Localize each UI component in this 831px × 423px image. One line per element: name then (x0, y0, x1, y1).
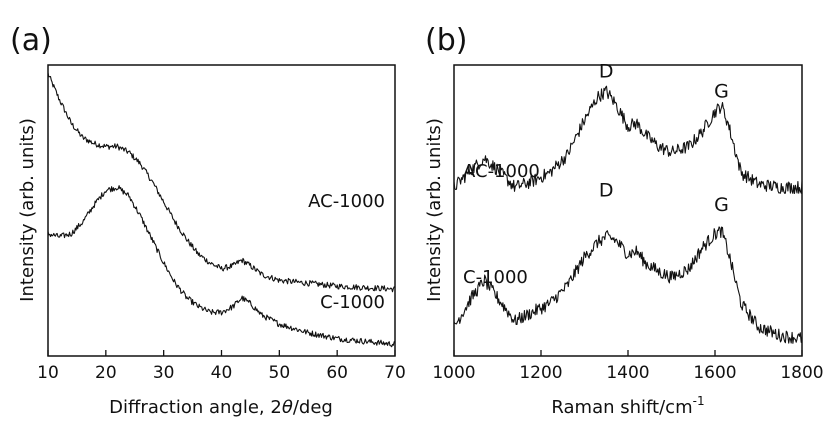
series-line-ac-1000 (47, 72, 396, 293)
x-tick-label: 60 (326, 363, 348, 383)
x-tick-label: 1600 (693, 363, 736, 383)
series-line-ac-1000 (453, 85, 803, 194)
peak-label-d: D (599, 180, 614, 202)
series-label-ac-1000: AC-1000 (308, 191, 385, 212)
peak-label-g: G (714, 194, 729, 216)
x-tick-label: 70 (384, 363, 406, 383)
x-tick-label: 1800 (780, 363, 823, 383)
panel-a-x-axis-title-main: Diffraction angle, 2 (109, 397, 282, 418)
x-tick-label: 30 (153, 363, 175, 383)
panel-b: (b) 1000 1200 1400 1600 1800 AC-1000 C-1000 D… (424, 23, 824, 418)
series-line-c-1000 (47, 185, 396, 348)
x-tick-label: 50 (269, 363, 291, 383)
panel-b-series (453, 85, 803, 344)
series-line-c-1000 (453, 226, 803, 344)
panel-a-x-axis-title-theta: θ (282, 397, 293, 418)
panel-a-series (47, 72, 396, 348)
panel-a-series-labels: AC-1000 C-1000 (308, 191, 385, 313)
x-tick-label: 1400 (606, 363, 649, 383)
x-tick-label: 1200 (519, 363, 562, 383)
panel-a-x-axis-title: Diffraction angle, 2θ/deg (109, 397, 333, 418)
x-tick-label: 10 (37, 363, 59, 383)
panel-a-x-axis-title-unit: /deg (293, 397, 333, 418)
panel-b-x-ticks: 1000 1200 1400 1600 1800 (432, 350, 824, 383)
panel-b-series-labels: AC-1000 C-1000 (463, 161, 540, 288)
x-tick-label: 20 (95, 363, 117, 383)
panel-b-x-axis-title: Raman shift/cm-1 (551, 394, 704, 418)
series-label-ac-1000: AC-1000 (463, 161, 540, 182)
panel-b-label: (b) (425, 23, 467, 58)
series-label-c-1000: C-1000 (320, 292, 385, 313)
panel-a-label: (a) (10, 23, 52, 58)
series-label-c-1000: C-1000 (463, 267, 528, 288)
x-tick-label: 1000 (432, 363, 475, 383)
panel-b-x-axis-title-sup: -1 (693, 394, 705, 408)
panel-a-x-ticks: 10 20 30 40 50 60 70 (37, 350, 406, 383)
panel-b-x-axis-title-main: Raman shift/cm (551, 397, 692, 418)
peak-label-g: G (714, 81, 729, 103)
x-tick-label: 40 (211, 363, 233, 383)
panel-a-y-axis-title: Intensity (arb. units) (17, 118, 38, 302)
panel-b-peak-labels: D G D G (599, 60, 729, 216)
peak-label-d: D (599, 60, 614, 82)
panel-a: (a) 10 20 30 40 50 60 70 AC-1000 C-1000 Intensi… (10, 23, 406, 418)
panel-b-y-axis-title: Intensity (arb. units) (424, 118, 445, 302)
